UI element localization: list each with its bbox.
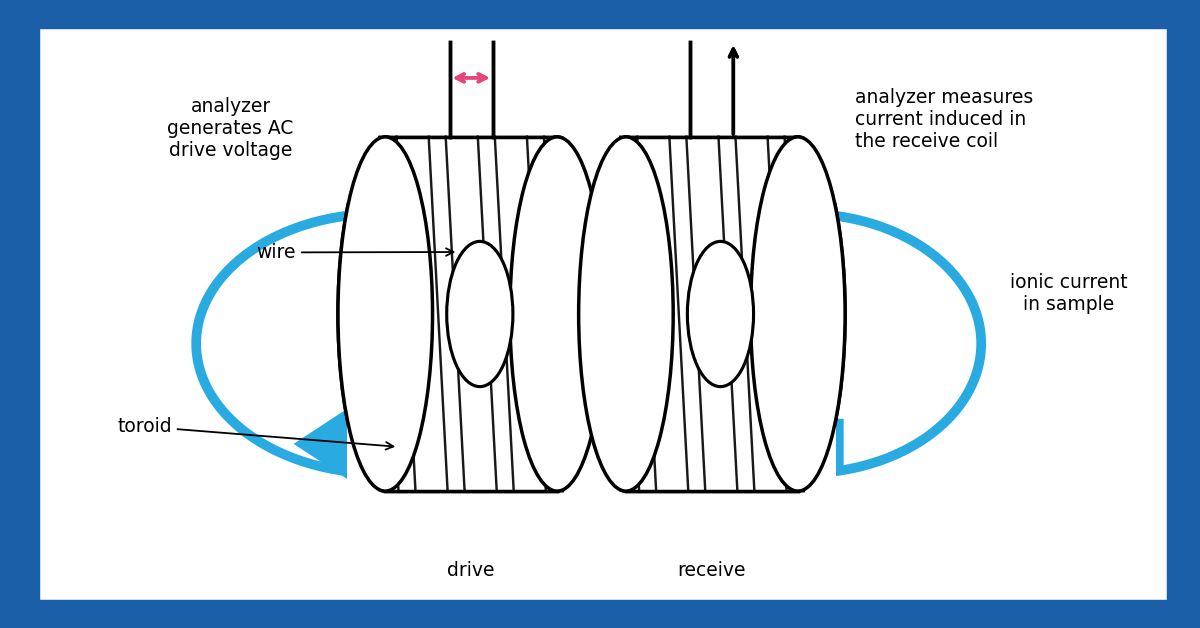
Text: ionic current
in sample: ionic current in sample: [1010, 273, 1128, 314]
Text: toroid: toroid: [118, 417, 394, 450]
Bar: [588, 137, 835, 491]
Ellipse shape: [688, 241, 754, 387]
Bar: [348, 137, 595, 491]
Ellipse shape: [688, 241, 754, 387]
FancyArrow shape: [689, 279, 736, 349]
Ellipse shape: [578, 137, 673, 491]
Ellipse shape: [510, 137, 605, 491]
Ellipse shape: [338, 137, 432, 491]
FancyArrow shape: [294, 403, 844, 485]
Ellipse shape: [750, 137, 845, 491]
Ellipse shape: [338, 137, 432, 491]
Text: analyzer measures
current induced in
the receive coil: analyzer measures current induced in the…: [856, 88, 1033, 151]
Bar: [588, 137, 835, 491]
Text: drive: drive: [448, 561, 494, 580]
Text: analyzer
generates AC
drive voltage: analyzer generates AC drive voltage: [167, 97, 294, 160]
Bar: [348, 137, 595, 491]
Ellipse shape: [578, 137, 673, 491]
FancyArrow shape: [448, 279, 494, 349]
Ellipse shape: [446, 241, 512, 387]
Ellipse shape: [510, 137, 605, 491]
FancyArrow shape: [494, 279, 689, 349]
Ellipse shape: [750, 137, 845, 491]
Ellipse shape: [446, 241, 512, 387]
Text: wire: wire: [257, 243, 454, 262]
Text: receive: receive: [678, 561, 746, 580]
